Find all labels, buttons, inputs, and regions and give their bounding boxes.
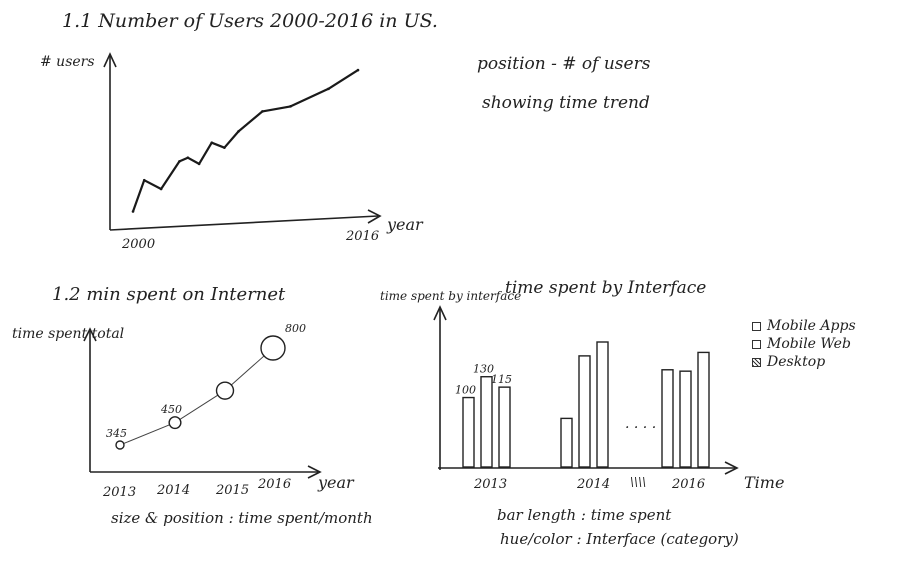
chart-3-legend: Mobile Apps Mobile Web Desktop (752, 317, 856, 371)
users-data-point (131, 210, 135, 213)
legend-label: Mobile Web (767, 336, 851, 352)
chart-2-title: 1.2 min spent on Internet (52, 284, 286, 305)
chart-3-note-length: bar length : time spent (497, 506, 672, 524)
users-series-line (131, 69, 359, 212)
legend-label: Mobile Apps (767, 318, 856, 334)
users-data-point (237, 130, 240, 133)
users-data-point (178, 160, 181, 163)
chart-3-note-color: hue/color : Interface (category) (500, 530, 739, 548)
legend-item-mobile-apps: Mobile Apps (752, 317, 856, 335)
users-data-point (356, 68, 360, 72)
chart-1-y-axis-arrow (103, 52, 117, 68)
chart-1-x-axis-arrow (367, 209, 382, 224)
legend-swatch (752, 357, 761, 367)
chart-1-note-trend: showing time trend (482, 93, 650, 113)
users-data-point (261, 110, 264, 113)
chart-1-title: 1.1 Number of Users 2000-2016 in US. (62, 10, 438, 32)
chart-1-x-axis (109, 215, 379, 231)
users-data-point (327, 87, 330, 91)
users-data-point (186, 156, 190, 159)
legend-label: Desktop (767, 354, 826, 370)
users-data-point (210, 141, 214, 144)
chart-3-title: time spent by Interface (505, 278, 707, 298)
chart-1-x-tick-end: 2016 (345, 229, 379, 244)
users-data-point (197, 162, 201, 166)
chart-2-note-encoding: size & position : time spent/month (111, 509, 373, 527)
chart-1-x-tick-start: 2000 (121, 237, 155, 252)
users-data-point (142, 178, 146, 182)
chart-1-y-label: # users (40, 54, 95, 70)
legend-swatch (752, 321, 761, 331)
legend-swatch (752, 339, 761, 349)
users-data-point (223, 146, 226, 149)
users-data-point (159, 187, 163, 191)
chart-1-x-label: year (386, 215, 424, 234)
legend-item-mobile-web: Mobile Web (752, 335, 856, 353)
users-data-point (289, 105, 292, 108)
legend-item-desktop: Desktop (752, 353, 856, 371)
chart-1-note-position: position - # of users (477, 54, 651, 74)
